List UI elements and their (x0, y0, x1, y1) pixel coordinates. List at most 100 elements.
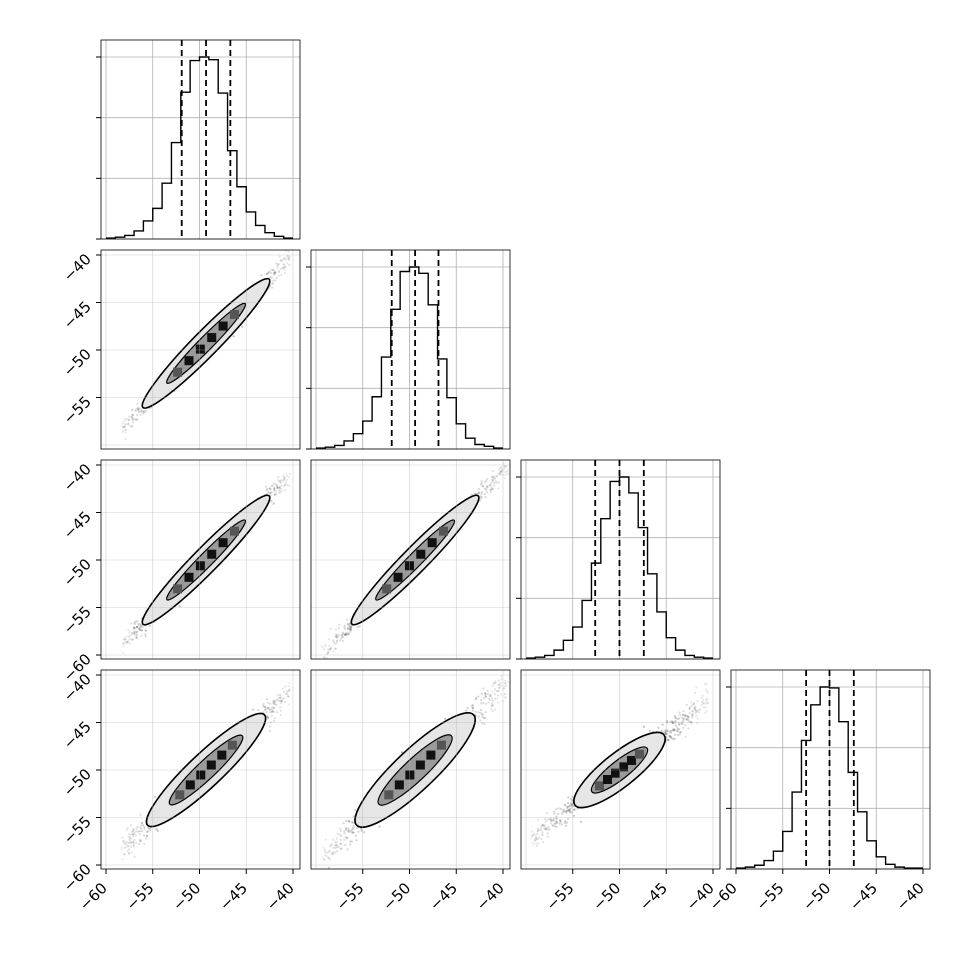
scatter-point (138, 628, 141, 631)
scatter-point (273, 700, 276, 703)
scatter-point (705, 682, 708, 686)
scatter-point (341, 639, 344, 643)
scatter-point (273, 706, 276, 710)
scatter-point (128, 841, 131, 845)
scatter-point (137, 407, 140, 410)
scatter-point (141, 625, 144, 628)
scatter-point (124, 428, 127, 431)
scatter-point (668, 730, 671, 733)
scatter-point (564, 810, 567, 813)
scatter-point (496, 481, 499, 484)
scatter-point (140, 625, 143, 629)
scatter-point (283, 700, 286, 704)
density-cell (184, 572, 194, 582)
scatter-point (134, 620, 137, 623)
density-cell (218, 321, 228, 331)
scatter-point (676, 728, 679, 731)
axes-background (311, 250, 510, 449)
scatter-point (704, 688, 708, 691)
scatter-point (280, 481, 283, 484)
scatter-point (670, 720, 673, 723)
scatter-point (130, 622, 133, 625)
scatter-point (541, 841, 545, 844)
scatter-point (566, 802, 570, 805)
scatter-point (278, 490, 281, 493)
scatter-point (130, 845, 133, 848)
scatter-point (682, 717, 686, 720)
scatter-point (547, 826, 550, 829)
scatter-point (132, 828, 135, 832)
scatter-point (334, 647, 337, 650)
scatter-point (273, 489, 276, 492)
scatter-point (500, 675, 503, 678)
scatter-point (484, 693, 487, 697)
scatter-point (272, 502, 275, 506)
scatter-point (132, 627, 135, 630)
scatter-point (121, 836, 124, 839)
density-cell (227, 740, 237, 750)
scatter-point (288, 472, 292, 476)
scatter-point (135, 407, 139, 410)
scatter-point (338, 623, 341, 626)
scatter-point (135, 625, 138, 628)
scatter-point (483, 481, 487, 484)
scatter-point (132, 841, 135, 844)
scatter-point (498, 471, 501, 475)
scatter-point (285, 261, 289, 265)
scatter-point (534, 838, 537, 841)
scatter-point (265, 272, 269, 275)
scatter-point (287, 689, 291, 692)
scatter-point (485, 479, 488, 482)
scatter-point (277, 696, 281, 700)
scatter-point (348, 820, 351, 823)
scatter-point (333, 844, 337, 847)
scatter-point (140, 410, 143, 413)
scatter-point (476, 492, 479, 495)
scatter-point (363, 831, 366, 834)
scatter-point (489, 490, 493, 494)
scatter-point (287, 695, 290, 698)
scatter-point (672, 727, 675, 730)
scatter-point (486, 491, 489, 494)
scatter-point (269, 494, 272, 497)
scatter-point (553, 810, 556, 813)
scatter-point (484, 692, 487, 695)
scatter-point (499, 693, 503, 696)
scatter-point (282, 474, 285, 477)
scatter-point (685, 717, 688, 721)
density-cell (394, 780, 404, 790)
scatter-point (272, 719, 275, 723)
scatter-point (257, 708, 260, 712)
scatter-point (696, 699, 699, 703)
scatter-point (132, 626, 136, 629)
y-tick-label: −45 (60, 298, 95, 333)
scatter-point (323, 655, 326, 659)
scatter-point (532, 833, 535, 837)
scatter-point (546, 835, 549, 838)
scatter-point (324, 851, 327, 854)
scatter-point (504, 679, 507, 683)
scatter-point (278, 489, 281, 492)
scatter-point (136, 402, 139, 405)
scatter-point (705, 698, 708, 701)
scatter-point (484, 495, 487, 499)
scatter-point (127, 635, 130, 638)
scatter-point (566, 817, 570, 821)
scatter-point (696, 717, 699, 720)
scatter-point (339, 847, 342, 850)
scatter-point (340, 636, 343, 639)
scatter-point (270, 491, 273, 494)
scatter-point (287, 684, 290, 688)
scatter-point (695, 714, 698, 717)
scatter-point (273, 699, 276, 702)
scatter-point (275, 698, 278, 702)
scatter-point (491, 704, 494, 708)
scatter-point (493, 692, 496, 696)
scatter-point (268, 270, 271, 273)
scatter-point (349, 840, 352, 843)
scatter-point (334, 635, 337, 638)
scatter-point (279, 699, 282, 703)
histogram-step (736, 686, 923, 869)
scatter-point (348, 628, 351, 631)
scatter-point (536, 827, 540, 830)
